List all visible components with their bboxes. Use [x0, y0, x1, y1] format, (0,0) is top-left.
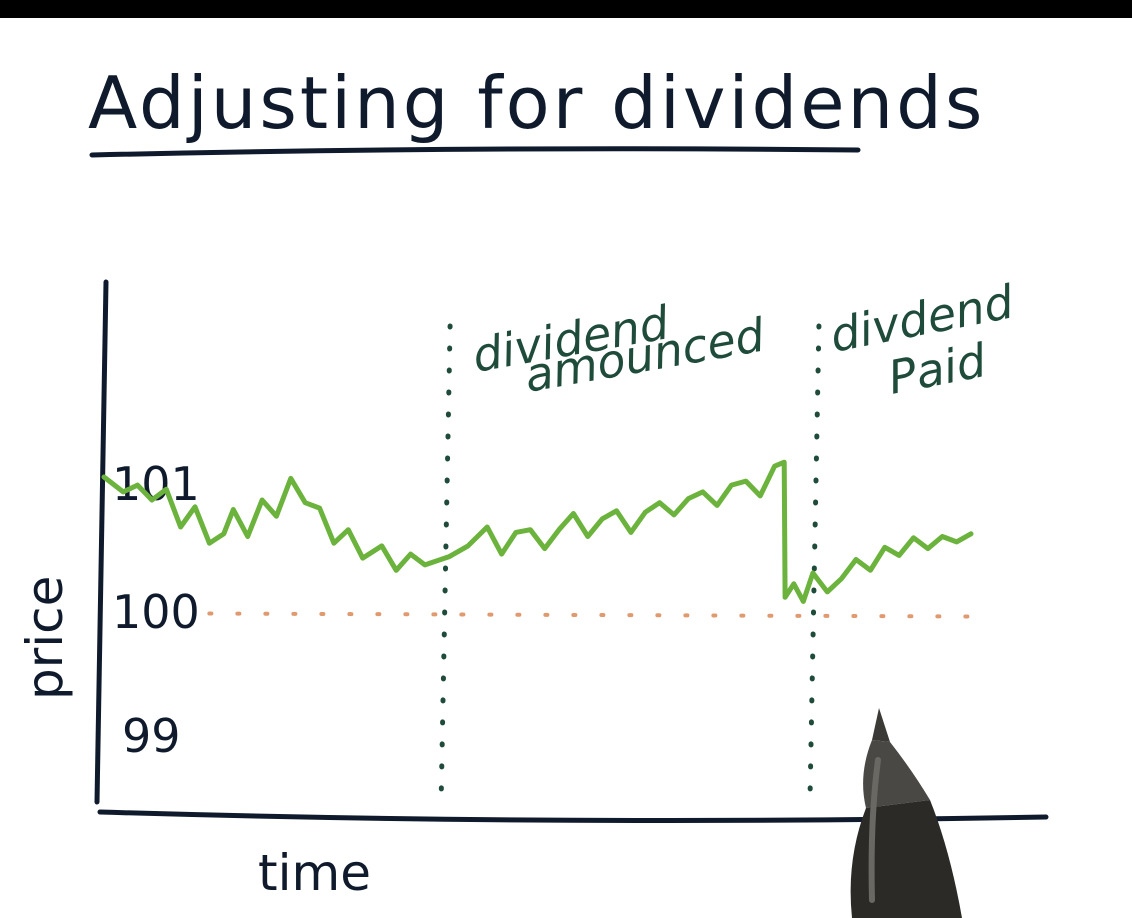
- y-tick-label-100: 100: [112, 585, 200, 639]
- y-tick-label-101: 101: [112, 457, 200, 511]
- pen-tip: [872, 708, 890, 742]
- event-lines-layer: [438, 323, 822, 805]
- event-line-dividend-announced: [438, 323, 453, 805]
- video-top-band: [0, 0, 1132, 18]
- stylus-pen: [850, 708, 962, 918]
- reference-line-layer: [207, 611, 978, 619]
- event-line-dividend-paid: [807, 323, 822, 805]
- price-series-layer: [101, 459, 974, 604]
- y-axis: [94, 279, 109, 805]
- pen-cone: [863, 740, 930, 808]
- price-series-line: [101, 459, 974, 604]
- reference-line-100: [207, 611, 978, 619]
- pen-highlight: [868, 757, 881, 903]
- chart-title: Adjusting for dividends: [88, 61, 985, 145]
- title-underline: [89, 146, 861, 158]
- pen-body: [850, 800, 962, 918]
- y-tick-label-99: 99: [122, 709, 181, 763]
- y-axis-label: price: [16, 576, 74, 700]
- x-axis-label: time: [258, 844, 371, 902]
